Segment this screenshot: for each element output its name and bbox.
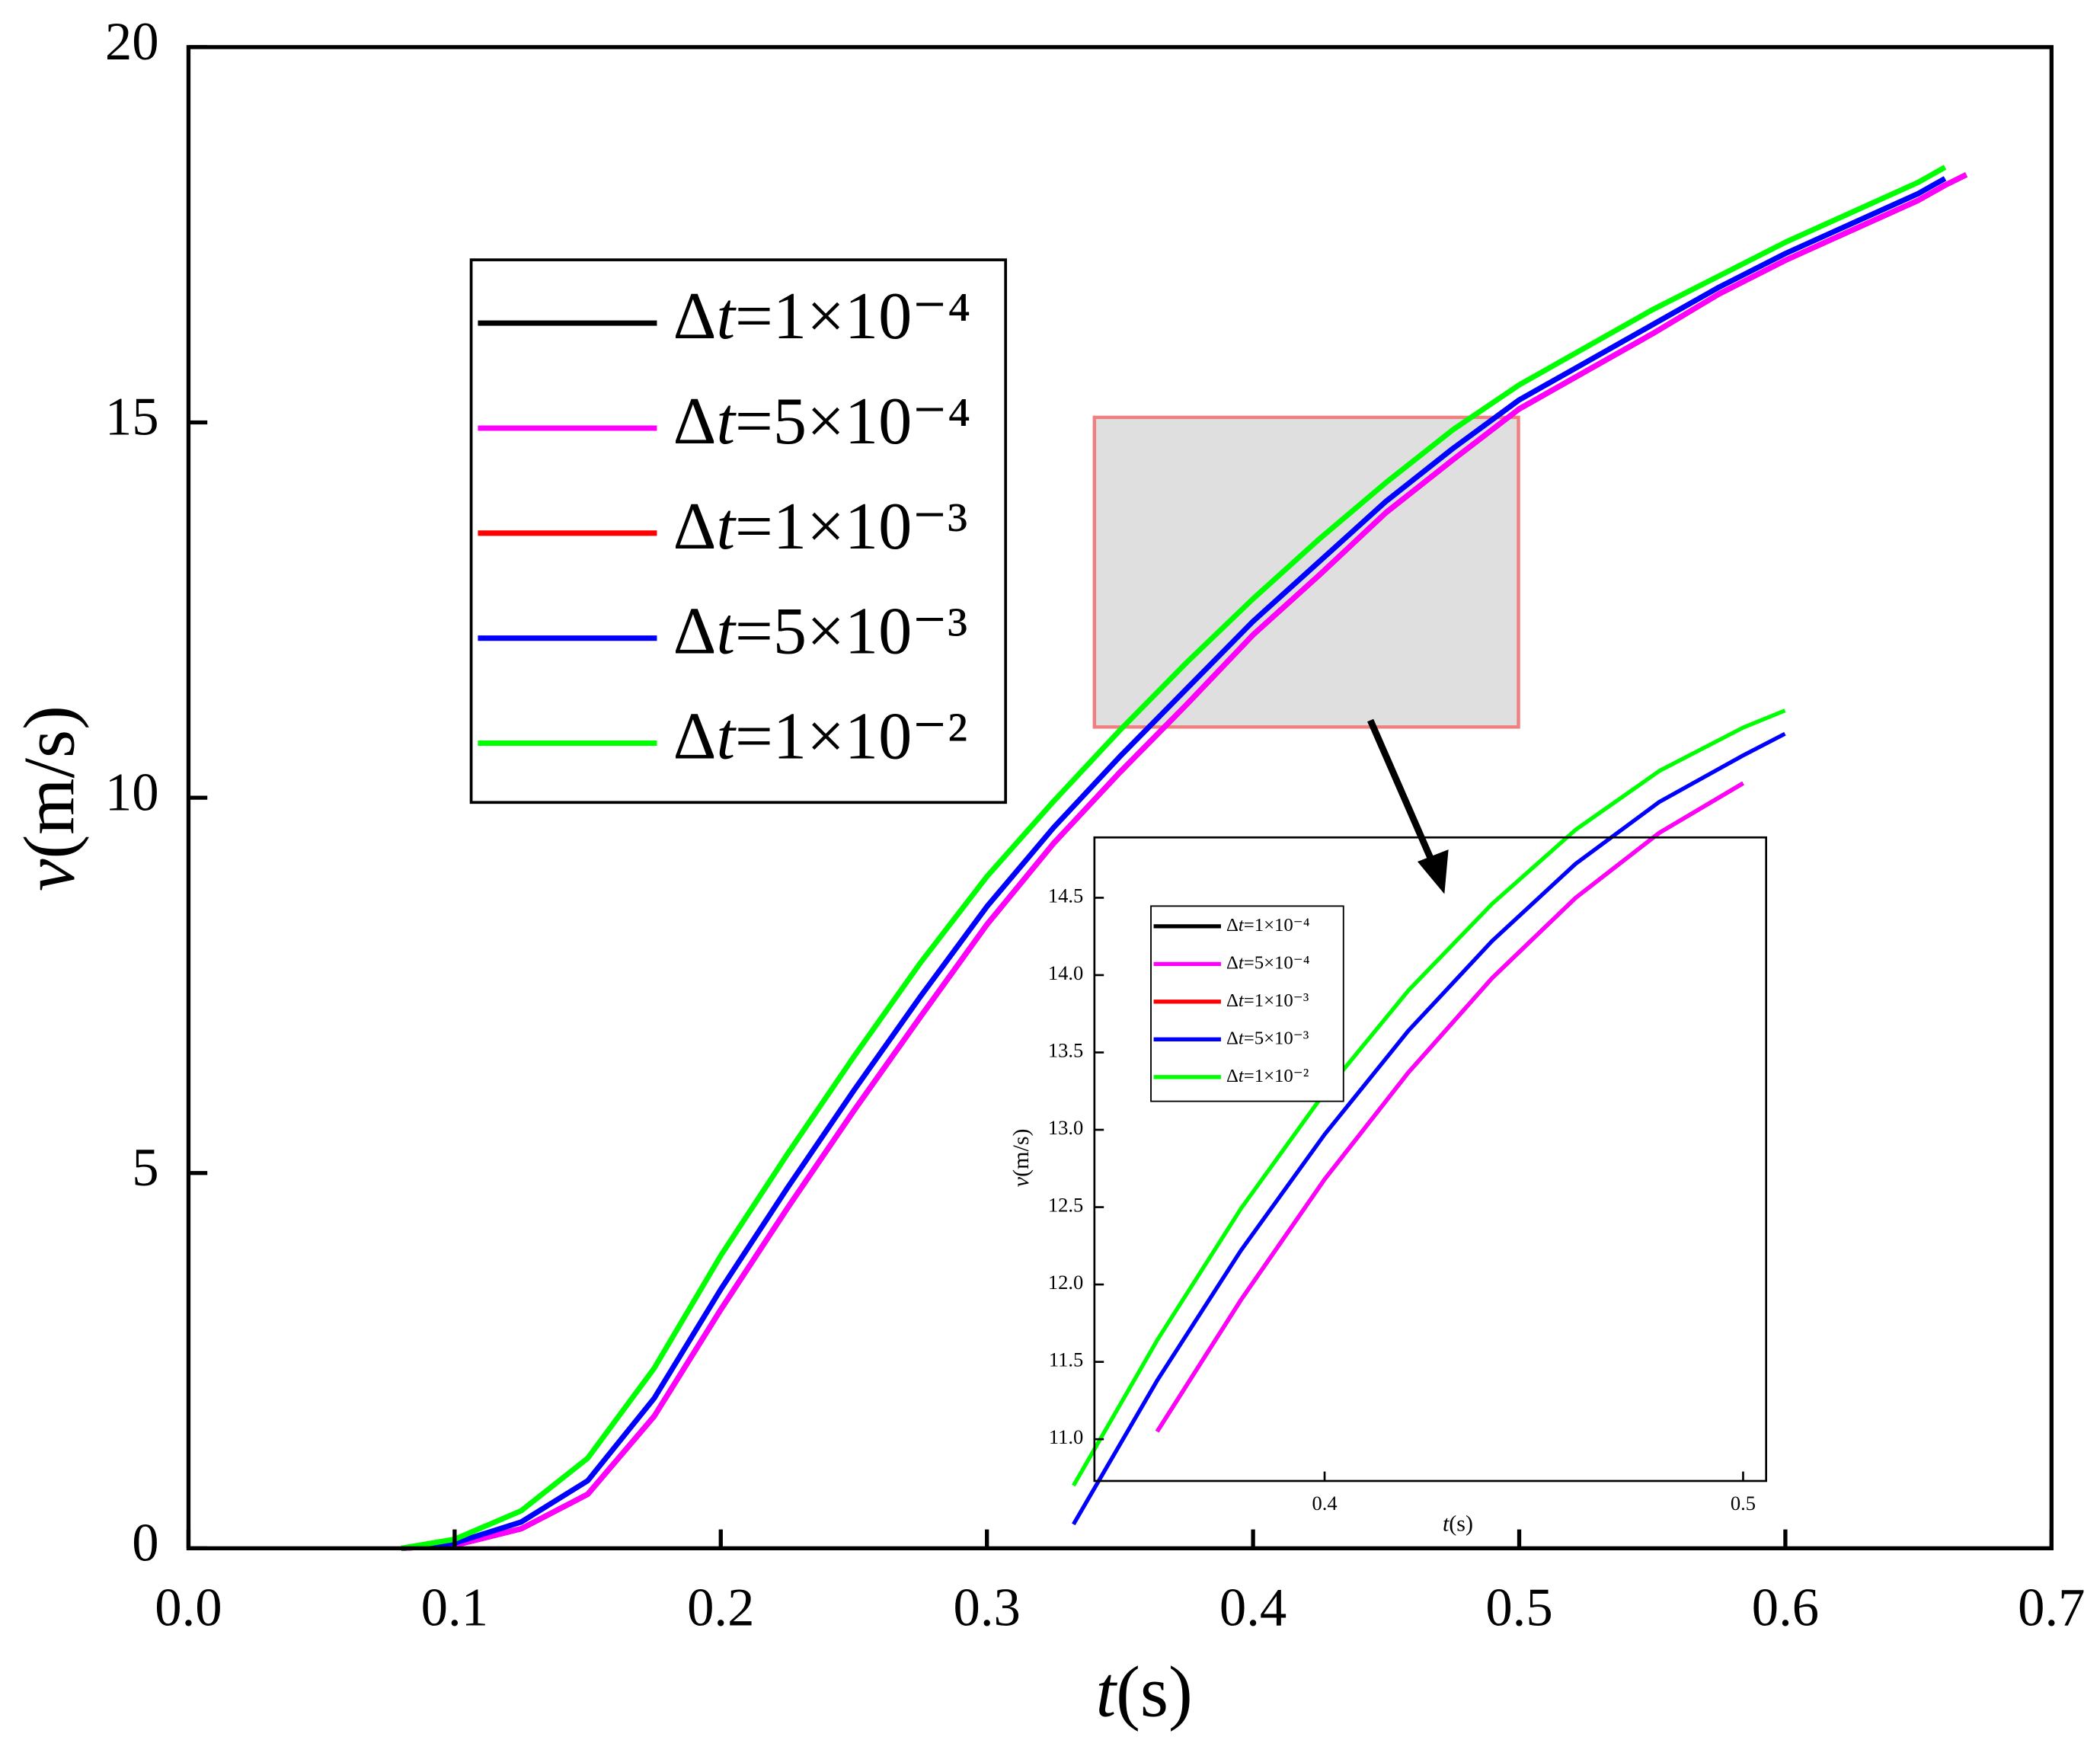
zoom-arrow	[1367, 718, 1438, 870]
legend-label: Δt=1×10⁻⁴	[1226, 915, 1309, 936]
x-tick-label: 0.4	[1219, 1578, 1287, 1637]
y-tick-label: 10	[105, 763, 159, 822]
x-axis-title: t(s)	[1443, 1511, 1473, 1536]
y-tick-label: 12.0	[1048, 1271, 1083, 1294]
y-tick-label: 14.5	[1048, 884, 1083, 907]
x-tick-label: 0.5	[1485, 1578, 1552, 1637]
series-line	[401, 165, 1947, 1551]
y-axis-title: v(m/s)	[8, 705, 89, 891]
y-tick-label: 11.5	[1049, 1348, 1083, 1371]
series-line	[1155, 781, 1744, 1433]
zoom-arrow-head	[1417, 849, 1449, 894]
x-tick-label: 0.2	[687, 1578, 754, 1637]
x-tick-label: 0.7	[2018, 1578, 2085, 1637]
y-axis-title: v(m/s)	[1008, 1128, 1034, 1187]
x-tick-label: 0.6	[1752, 1578, 1819, 1637]
x-tick-label: 0.3	[954, 1578, 1021, 1637]
series-line	[1072, 731, 1786, 1526]
y-tick-label: 13.0	[1048, 1116, 1083, 1139]
legend-label: Δt=5×10⁻³	[673, 594, 968, 669]
x-tick-label: 0.5	[1731, 1492, 1756, 1515]
series-line	[1072, 708, 1786, 1487]
plot-frame	[1093, 836, 1768, 1483]
legend-label: Δt=5×10⁻³	[1226, 1028, 1309, 1048]
legend-label: Δt=1×10⁻³	[673, 489, 968, 564]
x-tick-label: 0.0	[155, 1578, 222, 1637]
series-line	[401, 176, 1947, 1551]
x-tick-label: 0.4	[1312, 1492, 1337, 1515]
y-tick-label: 0	[132, 1514, 158, 1573]
y-tick-label: 12.5	[1048, 1194, 1083, 1217]
y-tick-label: 14.0	[1048, 961, 1083, 984]
legend-label: Δt=1×10⁻²	[1226, 1065, 1309, 1086]
x-axis-title: t(s)	[1096, 1651, 1193, 1732]
legend-label: Δt=5×10⁻⁴	[673, 384, 971, 459]
y-tick-label: 11.0	[1049, 1425, 1083, 1448]
legend-label: Δt=1×10⁻³	[1226, 990, 1309, 1011]
legend-label: Δt=1×10⁻²	[673, 699, 968, 774]
x-tick-label: 0.1	[421, 1578, 488, 1637]
y-tick-label: 15	[105, 388, 159, 447]
legend-label: Δt=5×10⁻⁴	[1226, 952, 1309, 973]
series-line	[401, 172, 1968, 1551]
y-tick-label: 20	[105, 12, 159, 72]
y-tick-label: 13.5	[1048, 1039, 1083, 1062]
legend-label: Δt=1×10⁻⁴	[673, 279, 971, 353]
y-tick-label: 5	[132, 1138, 158, 1198]
